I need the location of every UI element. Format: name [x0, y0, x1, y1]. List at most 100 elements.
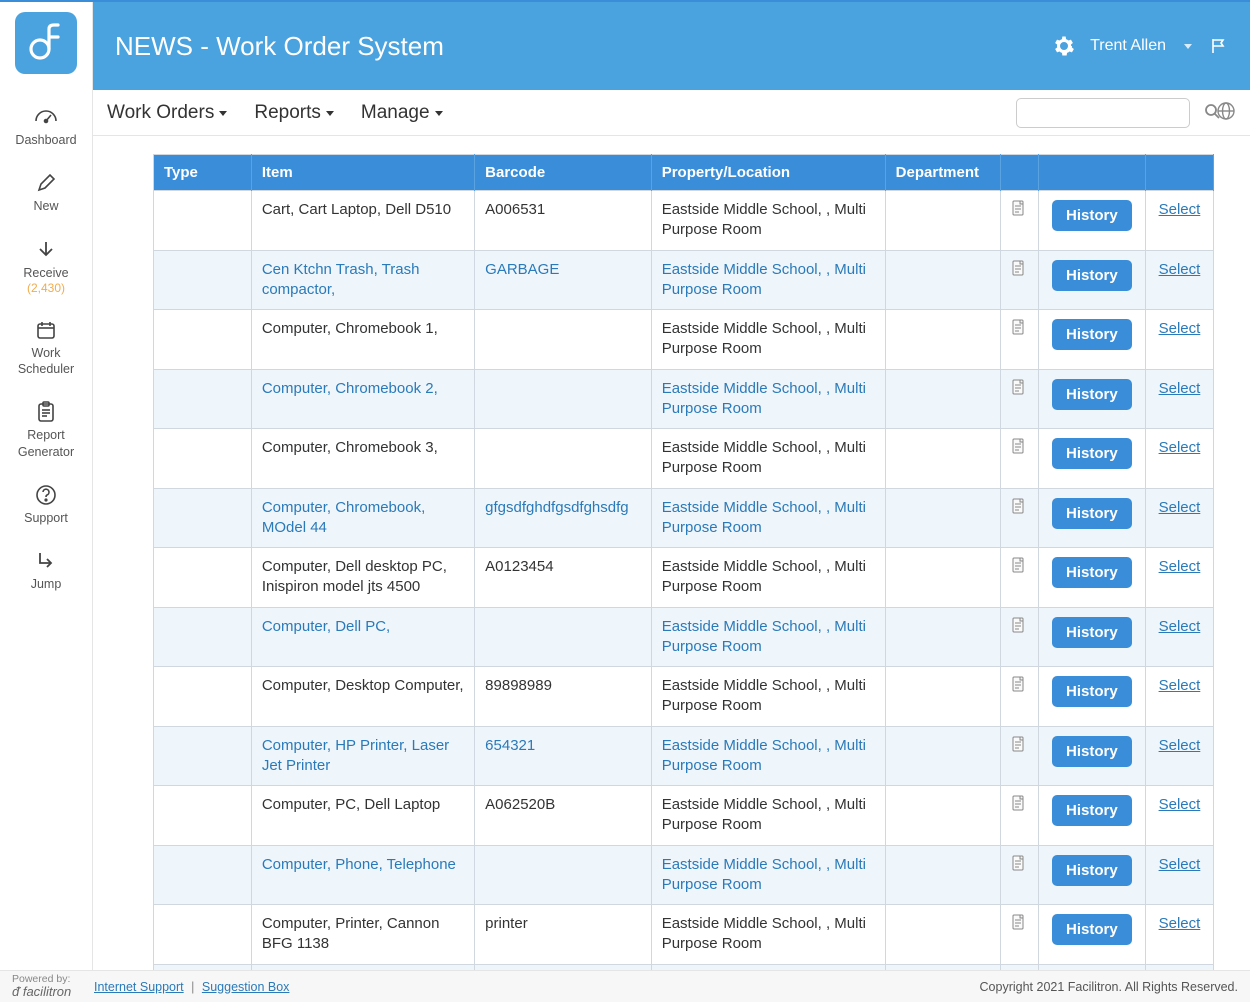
select-link[interactable]: Select	[1159, 499, 1201, 516]
menu-reports[interactable]: Reports	[254, 102, 335, 124]
cell-doc-icon[interactable]	[1000, 548, 1038, 608]
select-link[interactable]: Select	[1159, 618, 1201, 635]
cell-doc-icon[interactable]	[1000, 488, 1038, 548]
cell-doc-icon[interactable]	[1000, 726, 1038, 786]
cell-item[interactable]: Computer, Phone, Telephone	[251, 845, 474, 905]
cell-type	[154, 726, 252, 786]
cell-barcode: A062520B	[475, 786, 652, 846]
cell-department	[885, 369, 1000, 429]
sidebar-item-jump[interactable]: Jump	[0, 540, 92, 606]
table-row: Computer, Chromebook, MOdel 44gfgsdfghdf…	[154, 488, 1214, 548]
header: NEWS - Work Order System Trent Allen	[93, 2, 1250, 90]
select-link[interactable]: Select	[1159, 320, 1201, 337]
history-button[interactable]: History	[1052, 438, 1132, 469]
cell-doc-icon[interactable]	[1000, 667, 1038, 727]
select-link[interactable]: Select	[1159, 677, 1201, 694]
select-link[interactable]: Select	[1159, 558, 1201, 575]
select-link[interactable]: Select	[1159, 380, 1201, 397]
table-row: Computer, Printer, Cannon BFG 1138printe…	[154, 905, 1214, 965]
history-button[interactable]: History	[1052, 736, 1132, 767]
cell-doc-icon[interactable]	[1000, 905, 1038, 965]
cell-item[interactable]: Computer, Desktop Computer,	[251, 667, 474, 727]
cell-type	[154, 667, 252, 727]
cell-item[interactable]: Computer, PC, Dell Laptop	[251, 786, 474, 846]
cell-doc-icon[interactable]	[1000, 369, 1038, 429]
footer-link-internet-support[interactable]: Internet Support	[94, 980, 184, 994]
flag-icon[interactable]	[1210, 37, 1228, 55]
user-menu-caret-icon[interactable]	[1182, 40, 1194, 52]
select-link[interactable]: Select	[1159, 439, 1201, 456]
sidebar-item-receive[interactable]: Receive (2,430)	[0, 229, 92, 309]
sidebar-item-new[interactable]: New	[0, 162, 92, 228]
cell-doc-icon[interactable]	[1000, 191, 1038, 251]
history-button[interactable]: History	[1052, 498, 1132, 529]
globe-icon[interactable]	[1216, 101, 1236, 124]
sidebar-item-report-generator[interactable]: Report Generator	[0, 391, 92, 474]
menu-manage[interactable]: Manage	[361, 102, 444, 124]
gear-icon[interactable]	[1054, 36, 1074, 56]
history-button[interactable]: History	[1052, 557, 1132, 588]
chevron-down-icon	[325, 102, 335, 124]
inventory-table: Type Item Barcode Property/Location Depa…	[153, 154, 1214, 1002]
col-header-location[interactable]: Property/Location	[651, 155, 885, 191]
history-button[interactable]: History	[1052, 855, 1132, 886]
history-button[interactable]: History	[1052, 319, 1132, 350]
menu-work-orders[interactable]: Work Orders	[107, 102, 228, 124]
cell-location: Eastside Middle School, , Multi Purpose …	[651, 845, 885, 905]
cell-item[interactable]: Computer, Chromebook 2,	[251, 369, 474, 429]
footer-link-suggestion-box[interactable]: Suggestion Box	[202, 980, 290, 994]
cell-location: Eastside Middle School, , Multi Purpose …	[651, 310, 885, 370]
sidebar-item-support[interactable]: Support	[0, 474, 92, 540]
cell-item[interactable]: Computer, Chromebook 1,	[251, 310, 474, 370]
cell-item[interactable]: Computer, Dell PC,	[251, 607, 474, 667]
user-name[interactable]: Trent Allen	[1090, 37, 1166, 55]
search-box[interactable]	[1016, 98, 1190, 128]
history-button[interactable]: History	[1052, 617, 1132, 648]
clipboard-icon	[4, 399, 88, 425]
table-row: Computer, Chromebook 3,Eastside Middle S…	[154, 429, 1214, 489]
cell-doc-icon[interactable]	[1000, 310, 1038, 370]
col-header-item[interactable]: Item	[251, 155, 474, 191]
cell-barcode: 89898989	[475, 667, 652, 727]
cell-doc-icon[interactable]	[1000, 786, 1038, 846]
history-button[interactable]: History	[1052, 379, 1132, 410]
history-button[interactable]: History	[1052, 676, 1132, 707]
cell-doc-icon[interactable]	[1000, 607, 1038, 667]
select-link[interactable]: Select	[1159, 915, 1201, 932]
col-header-barcode[interactable]: Barcode	[475, 155, 652, 191]
cell-location: Eastside Middle School, , Multi Purpose …	[651, 250, 885, 310]
cell-department	[885, 786, 1000, 846]
cell-item[interactable]: Computer, Dell desktop PC, Inispiron mod…	[251, 548, 474, 608]
col-header-type[interactable]: Type	[154, 155, 252, 191]
cell-item[interactable]: Cen Ktchn Trash, Trash compactor,	[251, 250, 474, 310]
history-button[interactable]: History	[1052, 914, 1132, 945]
sidebar-item-work-scheduler[interactable]: Work Scheduler	[0, 309, 92, 392]
cell-barcode: A0123454	[475, 548, 652, 608]
select-link[interactable]: Select	[1159, 261, 1201, 278]
select-link[interactable]: Select	[1159, 856, 1201, 873]
logo[interactable]	[15, 12, 77, 74]
select-link[interactable]: Select	[1159, 796, 1201, 813]
cell-doc-icon[interactable]	[1000, 429, 1038, 489]
pencil-icon	[4, 170, 88, 196]
cell-item[interactable]: Cart, Cart Laptop, Dell D510	[251, 191, 474, 251]
cell-item[interactable]: Computer, Printer, Cannon BFG 1138	[251, 905, 474, 965]
cell-item[interactable]: Computer, Chromebook 3,	[251, 429, 474, 489]
sidebar-item-dashboard[interactable]: Dashboard	[0, 96, 92, 162]
select-link[interactable]: Select	[1159, 201, 1201, 218]
cell-doc-icon[interactable]	[1000, 250, 1038, 310]
cell-item[interactable]: Computer, HP Printer, Laser Jet Printer	[251, 726, 474, 786]
history-button[interactable]: History	[1052, 795, 1132, 826]
search-input[interactable]	[1023, 105, 1204, 121]
menu-label: Work Orders	[107, 102, 214, 124]
cell-item[interactable]: Computer, Chromebook, MOdel 44	[251, 488, 474, 548]
cell-barcode	[475, 845, 652, 905]
history-button[interactable]: History	[1052, 200, 1132, 231]
col-header-department[interactable]: Department	[885, 155, 1000, 191]
cell-type	[154, 488, 252, 548]
history-button[interactable]: History	[1052, 260, 1132, 291]
cell-barcode	[475, 369, 652, 429]
col-header-doc	[1000, 155, 1038, 191]
select-link[interactable]: Select	[1159, 737, 1201, 754]
cell-doc-icon[interactable]	[1000, 845, 1038, 905]
